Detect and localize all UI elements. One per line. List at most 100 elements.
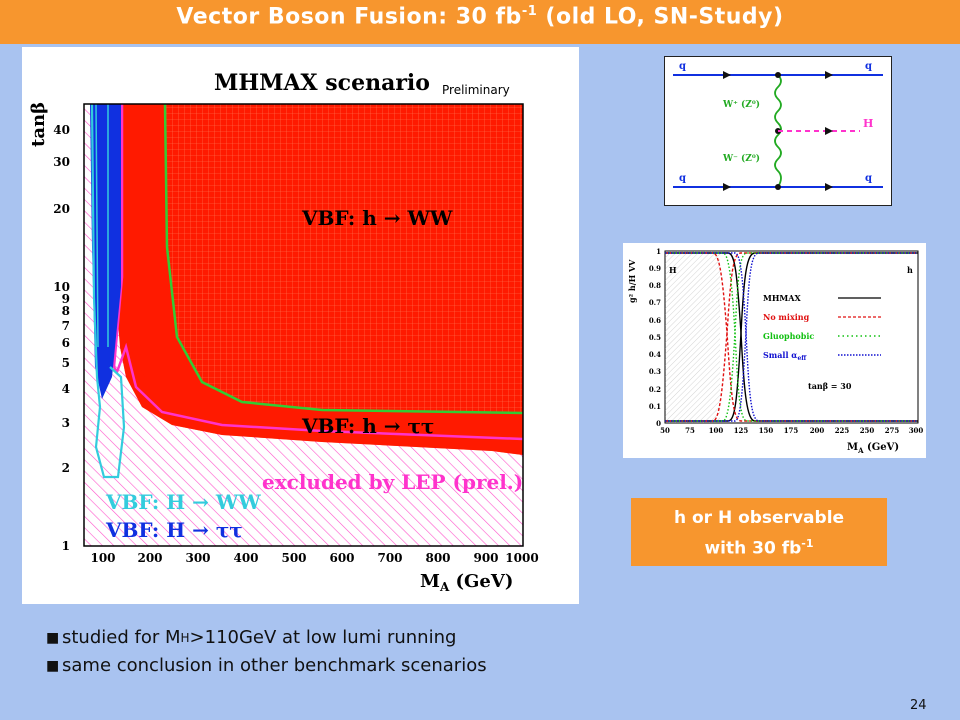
preliminary-label: Preliminary [442,83,510,97]
label-h: h [907,265,913,275]
plot-title: MHMAX scenario [214,70,430,96]
y-tick: 3 [62,416,70,430]
w-boson-line [774,74,782,188]
y-tick: 0.2 [649,385,661,394]
y-tick: 4 [62,382,70,396]
x-tick: 150 [759,426,774,435]
coupling-plot: 1 0.9 0.8 0.7 0.6 0.5 0.4 0.3 0.2 0.1 0 … [623,243,926,458]
x-tick: 200 [137,551,162,565]
slide-title: Vector Boson Fusion: 30 fb-1 (old LO, SN… [176,4,784,30]
curve-nomix-h [665,252,918,422]
x-tick: 900 [473,551,498,565]
tanbeta-label: tanβ = 30 [808,381,852,391]
label-vbf-H-ww: VBF: H → WW [105,490,261,514]
bullet-icon: ■ [46,630,60,646]
x-tick: 300 [909,426,924,435]
observable-box: h or H observable with 30 fb-1 [631,498,887,566]
coupling-legend: MHMAX No mixing Gluophobic Small αeff ta… [763,293,881,391]
bullet-list: ■ studied for M H >110GeV at low lumi runni… [46,624,487,680]
quark-label: q [679,61,686,72]
label-H: H [669,265,677,275]
x-tick: 75 [685,426,695,435]
x-tick: 250 [860,426,875,435]
y-tick: 20 [53,202,70,216]
observable-line2: with 30 fb-1 [704,537,814,559]
x-tick: 275 [885,426,900,435]
w-minus-label: W⁻ (Z⁰) [722,153,760,164]
label-vbf-h-tautau: VBF: h → ττ [301,414,434,438]
mhmax-plot: MHMAX scenario Preliminary 40 30 20 10 9… [22,47,579,604]
y-tick: 5 [62,356,70,370]
x-tick: 300 [185,551,210,565]
y-tick: 8 [62,304,70,318]
higgs-label: H [863,117,873,130]
page-number: 24 [910,698,927,713]
y-tick: 1 [656,247,661,256]
coupling-y-ticks: 1 0.9 0.8 0.7 0.6 0.5 0.4 0.3 0.2 0.1 0 [649,247,661,428]
label-lep-excluded: excluded by LEP (prel.) [262,470,523,494]
x-tick: 50 [660,426,670,435]
curve-smallalpha-h [665,252,918,422]
x-tick: 100 [90,551,115,565]
y-tick: 2 [62,461,70,475]
y-tick: 0 [656,419,661,428]
x-tick: 225 [835,426,850,435]
label-vbf-h-ww: VBF: h → WW [301,206,453,230]
coupling-curves [665,252,918,422]
curve-smallalpha-H [665,252,918,422]
y-axis-label: tanβ [28,102,49,147]
x-tick: 1000 [505,551,538,565]
y-tick: 10 [53,280,70,294]
x-tick: 500 [281,551,306,565]
vbf-h-ww-region [165,104,523,413]
coupling-x-label: MA (GeV) [847,442,899,455]
y-tick: 7 [62,319,70,333]
y-tick: 0.3 [649,367,661,376]
y-tick: 30 [53,155,70,169]
quark-label: q [865,61,872,72]
feynman-diagram: q q q q W⁺ (Z⁰) W⁻ (Z⁰) H [664,56,892,206]
curve-gluophobic-h [665,252,918,422]
bullet-item: ■ studied for M H >110GeV at low lumi runni… [46,624,487,652]
bullet-item: ■ same conclusion in other benchmark scen… [46,652,487,680]
vbf-H-ww-contour [90,104,126,479]
y-tick: 1 [62,539,70,553]
x-tick: 400 [233,551,258,565]
label-vbf-H-tautau: VBF: H → ττ [105,518,243,542]
y-tick: 0.9 [649,264,661,273]
ww-contour [163,104,523,415]
quark-label: q [865,173,872,184]
x-tick-labels: 100 200 300 400 500 600 700 800 900 1000 [90,551,538,565]
title-bar [0,0,960,44]
y-tick-labels: 40 30 20 10 9 8 7 6 5 4 3 2 1 [53,123,70,553]
coupling-x-ticks: 50 75 100 125 150 175 200 225 250 275 30… [660,426,923,435]
x-tick: 200 [810,426,825,435]
legend-smallalpha: Small αeff [763,350,807,362]
y-tick: 0.1 [649,402,661,411]
curve-nomix-H [665,252,918,422]
y-tick: 0.4 [649,350,661,359]
legend-mhmax: MHMAX [763,293,801,303]
x-tick: 700 [377,551,402,565]
y-tick: 0.7 [649,298,661,307]
x-tick: 125 [734,426,749,435]
x-tick: 600 [329,551,354,565]
x-tick: 100 [709,426,724,435]
coupling-y-label: g² h/H VV [627,259,637,303]
legend-nomix: No mixing [763,312,810,322]
curve-mhmax-h [665,252,918,422]
legend-gluophobic: Gluophobic [763,331,814,341]
observable-line1: h or H observable [673,508,845,528]
y-tick: 9 [62,292,70,306]
y-tick: 0.5 [649,333,661,342]
x-tick: 800 [425,551,450,565]
y-tick: 6 [62,336,70,350]
y-tick: 0.8 [649,281,661,290]
x-tick: 175 [784,426,799,435]
plot-frame [83,103,524,547]
w-plus-label: W⁺ (Z⁰) [722,99,760,110]
y-tick: 40 [53,123,70,137]
bullet-icon: ■ [46,658,60,674]
quark-label: q [679,173,686,184]
x-axis-label: MA (GeV) [420,571,513,594]
